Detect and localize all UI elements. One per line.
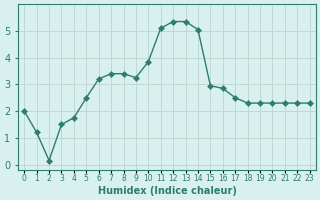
X-axis label: Humidex (Indice chaleur): Humidex (Indice chaleur) — [98, 186, 236, 196]
